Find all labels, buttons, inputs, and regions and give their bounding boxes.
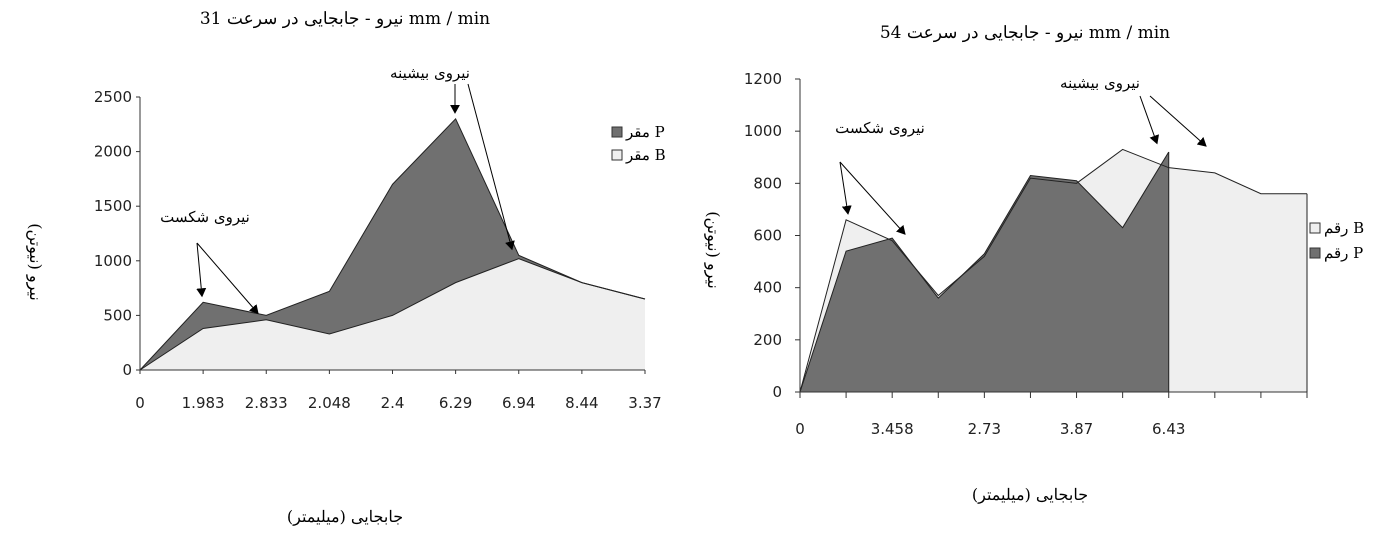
chart2-legend-swatch: [1309, 247, 1321, 259]
chart2-title: نیرو - جابجایی در سرعت 54 mm / min: [880, 23, 1170, 43]
chart1-y-tick-label: 1500: [94, 197, 132, 215]
chart2-x-tick-label: 2.73: [968, 420, 1001, 438]
chart1-y-tick-label: 2000: [94, 143, 132, 161]
chart2-y-tick-label: 200: [753, 331, 782, 349]
chart1-x-tick-label: 1.983: [182, 394, 225, 412]
chart1-break-force-arrow: [196, 242, 259, 315]
chart2-y-tick-label: 600: [753, 227, 782, 245]
chart1-x-tick-label: 2.048: [308, 394, 351, 412]
chart1-series-b-line: [139, 258, 646, 371]
chart1-break-force-arrow: [196, 242, 207, 298]
chart2-x-tick-label: 0: [795, 420, 805, 438]
chart1-legend-swatch: [611, 126, 623, 138]
chart1-legend-label: رقم P: [625, 123, 665, 141]
chart2-y-tick-label: 0: [772, 383, 782, 401]
chart1-y-tick-label: 0: [122, 361, 132, 379]
chart1-x-tick-label: 8.44: [565, 394, 598, 412]
chart1-x-tick-label: 6.94: [502, 394, 535, 412]
chart2-y-tick-label: 1000: [744, 122, 782, 140]
chart1-max-force-label: نیروی بیشینه: [390, 64, 470, 82]
chart2-y-tick-label: 1200: [744, 70, 782, 88]
chart1-legend-swatch: [611, 149, 623, 161]
chart2-break-force-arrow: [839, 161, 906, 235]
chart2-x-axis-label: جابجایی (میلیمتر): [972, 485, 1088, 504]
chart1-x-tick-label: 0: [135, 394, 145, 412]
chart1-y-tick-label: 500: [103, 306, 132, 324]
chart1-series-p-line: [139, 117, 646, 371]
chart1-x-tick-label: 6.29: [439, 394, 472, 412]
chart1-x-tick-label: 2.4: [381, 394, 405, 412]
chart1-x-tick-label: 2.833: [245, 394, 288, 412]
chart2-max-force-label: نیروی بیشینه: [1060, 74, 1140, 92]
chart2-y-tick-label: 800: [753, 174, 782, 192]
chart2-y-axis-label: نیرو (نیوتن): [704, 211, 723, 289]
chart2-series-p-area: [800, 152, 1169, 392]
chart1-y-tick-label: 1000: [94, 252, 132, 270]
chart2-legend-label: رقم P: [1324, 244, 1363, 262]
chart2-legend-swatch: [1309, 222, 1321, 234]
chart1-break-force-label: نیروی شکست: [160, 208, 250, 226]
chart1-x-axis-label: جابجایی (میلیمتر): [287, 507, 403, 526]
chart2-x-tick-label: 3.458: [871, 420, 914, 438]
chart2-y-tick-label: 400: [753, 279, 782, 297]
chart2-legend-label: رقم B: [1324, 219, 1364, 237]
chart1-legend-label: رقم B: [625, 146, 666, 164]
chart2-break-force-arrow: [839, 161, 852, 215]
chart2-series-b-line: [799, 148, 1307, 393]
chart2-series-p-line: [799, 151, 1170, 393]
chart1-max-force-arrow: [467, 83, 515, 251]
chart2-break-force-label: نیروی شکست: [835, 119, 925, 137]
chart1-series-b-area: [140, 258, 645, 370]
chart2-max-force-arrow: [1149, 95, 1207, 147]
chart1-x-tick-label: 3.37: [628, 394, 661, 412]
chart1-y-tick-label: 2500: [94, 88, 132, 106]
chart2-max-force-arrow: [1139, 95, 1160, 145]
chart2-x-tick-label: 6.43: [1152, 420, 1185, 438]
chart1-title: نیرو - جابجایی در سرعت 31 mm / min: [200, 9, 490, 29]
chart2-x-tick-label: 3.87: [1060, 420, 1093, 438]
chart1-y-axis-label: نیرو (نیوتن): [26, 223, 45, 301]
